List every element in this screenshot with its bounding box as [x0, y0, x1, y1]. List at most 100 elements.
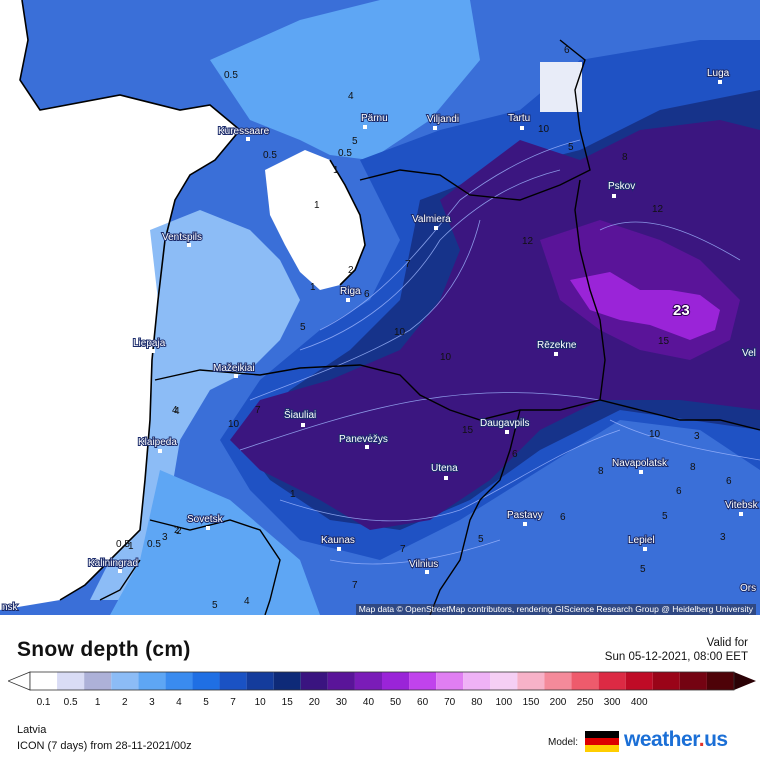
city-labels: Kuressaare Pärnu Viljandi Tartu Luga Psk… — [1, 67, 760, 614]
max-value-label: 23 — [673, 302, 690, 319]
scale-arrow-left — [8, 671, 31, 691]
contour-label: 6 — [364, 289, 370, 300]
southwest-light-snow-area — [110, 470, 320, 615]
scale-swatch — [57, 672, 85, 690]
contour-label: 7 — [255, 405, 261, 416]
contour-label: 12 — [652, 204, 664, 215]
scale-swatch — [490, 672, 518, 690]
scale-swatch — [138, 672, 166, 690]
city-label: Kaliningrad — [88, 558, 138, 569]
city-label: Vitebsk — [725, 500, 759, 511]
city-label: Vilnius — [409, 559, 438, 570]
scale-tick-label: 2 — [121, 697, 128, 708]
contour-label: 3 — [720, 532, 726, 543]
brand-name: weather — [624, 728, 699, 751]
city-label: Sovetsk — [187, 514, 224, 525]
city-markers — [118, 80, 743, 574]
city-label: Rēzekne — [537, 340, 577, 351]
valid-time: Sun 05-12-2021, 08:00 EET — [604, 651, 748, 663]
contour-value-labels: 0.5 0.5 0.5 4 1 5 6 10 2 1 7 6 12 15 12 … — [116, 45, 732, 611]
scale-swatch — [382, 672, 410, 690]
scale-tick-label: 40 — [362, 697, 375, 708]
scale-swatch — [246, 672, 274, 690]
contour-label: 10 — [649, 429, 661, 440]
contour-label: 4 — [348, 91, 354, 102]
contour-label: 7 — [405, 259, 411, 270]
city-label: Riga — [340, 286, 361, 297]
scale-tick-label: 1 — [94, 697, 101, 708]
scale-arrow-right — [734, 672, 756, 690]
contour-label: 8 — [598, 466, 604, 477]
contour-label: 10 — [538, 124, 550, 135]
city-label: Utena — [431, 463, 458, 474]
contour-label: 15 — [658, 336, 670, 347]
city-label: Panevėžys — [339, 434, 388, 445]
contour-label: 10 — [394, 327, 406, 338]
scale-swatch — [30, 672, 58, 690]
scale-swatch — [219, 672, 247, 690]
model-label: Model: — [548, 737, 579, 748]
scale-swatch — [165, 672, 193, 690]
contour-label: 5 — [212, 600, 218, 611]
city-label: Ors — [740, 583, 756, 594]
scale-tick-label: 10 — [254, 697, 266, 708]
contour-label: 8 — [622, 152, 628, 163]
scale-tick-label: 100 — [495, 697, 513, 708]
contour-label: 5 — [352, 136, 358, 147]
weather-us-logo[interactable]: weather.us — [624, 728, 728, 752]
contour-label: 15 — [462, 425, 474, 436]
contour-label: 1 — [333, 165, 339, 176]
model-run-label: ICON (7 days) from 28-11-2021/00z — [17, 740, 192, 752]
map-attribution: Map data © OpenStreetMap contributors, r… — [355, 604, 756, 615]
scale-swatch — [571, 672, 599, 690]
contour-label: 5 — [640, 564, 646, 575]
scale-tick-label: 3 — [149, 697, 155, 708]
germany-flag-icon — [585, 731, 619, 752]
scale-tick-label: 0.1 — [36, 697, 51, 708]
scale-swatch — [463, 672, 491, 690]
contour-label: 0.5 — [338, 148, 352, 159]
city-label: Daugavpils — [480, 418, 529, 429]
scale-tick-label: 30 — [335, 697, 347, 708]
contour-label: 1 — [310, 282, 316, 293]
contour-label: 5 — [478, 534, 484, 545]
contour-label: 0.5 — [263, 150, 277, 161]
contour-label: 0.5 — [147, 539, 161, 550]
scale-tick-label: 200 — [549, 697, 567, 708]
contour-label: 2 — [174, 525, 180, 536]
contour-label: 1 — [128, 541, 134, 552]
city-label: Pärnu — [361, 113, 388, 124]
scale-tick-label: 250 — [576, 697, 594, 708]
contour-label: 6 — [512, 449, 518, 460]
scale-swatch — [652, 672, 680, 690]
color-scale-ticks: 0.1 0.5 1 2 3 4 5 7 10 15 20 30 40 50 60 70 80 100 150 200 2… — [0, 697, 760, 711]
scale-swatch — [354, 672, 382, 690]
valid-for-label: Valid for — [706, 637, 748, 649]
brand-dot: . — [698, 728, 705, 751]
city-label: Liepaja — [133, 338, 166, 349]
city-label: Klaipeda — [138, 437, 177, 448]
contour-label: 3 — [694, 431, 700, 442]
scale-tick-label: 150 — [522, 697, 540, 708]
scale-swatch — [625, 672, 653, 690]
contour-label: 6 — [676, 486, 682, 497]
scale-tick-label: 5 — [203, 697, 209, 708]
scale-swatch — [517, 672, 545, 690]
scale-swatch — [192, 672, 220, 690]
coastline — [19, 0, 366, 601]
city-label: nsk — [2, 602, 19, 613]
scale-tick-label: 4 — [176, 697, 182, 708]
contour-label: 5 — [662, 511, 668, 522]
contour-label: 7 — [400, 544, 406, 555]
contour-label: 12 — [522, 236, 534, 247]
valid-time-block: Valid for Sun 05-12-2021, 08:00 EET — [605, 636, 748, 664]
city-label: Pastavy — [507, 510, 543, 521]
country-borders — [99, 39, 760, 615]
contour-label: 8 — [690, 462, 696, 473]
contour-label: 6 — [560, 512, 566, 523]
contour-label: 4 — [172, 405, 178, 416]
contour-label: 2 — [176, 526, 182, 537]
city-label: Valmiera — [412, 214, 451, 225]
snow-depth-map: Kuressaare Pärnu Viljandi Tartu Luga Psk… — [0, 0, 760, 615]
contour-label: 1 — [314, 200, 320, 211]
